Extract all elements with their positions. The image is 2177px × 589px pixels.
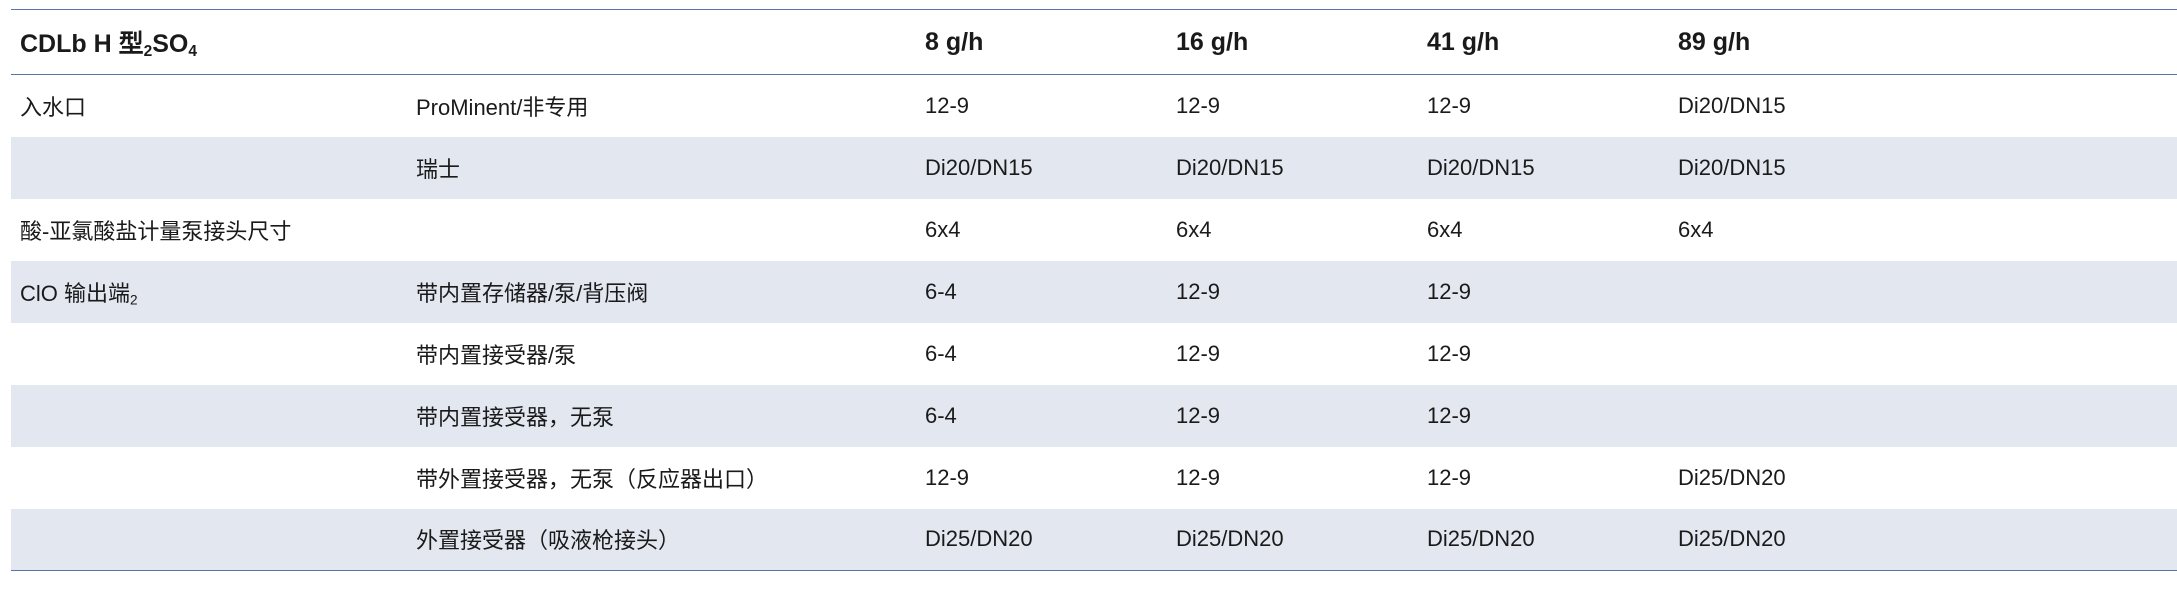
- row-sublabel: 带内置接受器，无泵: [416, 404, 615, 430]
- cell-value: [1669, 385, 2177, 447]
- spec-table: CDLb H 型2SO4 8 g/h 16 g/h 41 g/h 89 g/h …: [11, 9, 2177, 571]
- table-title-mid: SO: [152, 30, 189, 58]
- cell-value: [1669, 261, 2177, 323]
- row-label: [11, 509, 407, 571]
- row-sublabel: 带内置存储器/泵/背压阀: [416, 280, 649, 306]
- row-sublabel: 瑞士: [416, 156, 461, 182]
- cell-value: 6x4: [1427, 216, 1463, 242]
- row-label: [11, 137, 407, 199]
- cell-value: Di20/DN15: [1427, 154, 1535, 180]
- table-row: 外置接受器（吸液枪接头） Di25/DN20 Di25/DN20 Di25/DN…: [11, 508, 2177, 571]
- cell-value: 6-4: [925, 340, 957, 366]
- table-row: 酸-亚氯酸盐计量泵接头尺寸 6x4 6x4 6x4 6x4: [11, 199, 2177, 261]
- row-label: [11, 323, 407, 385]
- header-col-16gh: 16 g/h: [1176, 27, 1249, 56]
- cell-value: 12-9: [925, 464, 970, 490]
- table-title: CDLb H 型: [20, 30, 144, 58]
- cell-value: 6x4: [925, 216, 961, 242]
- cell-value: Di20/DN15: [1678, 92, 1786, 118]
- cell-value: Di20/DN15: [1176, 154, 1284, 180]
- row-sublabel: 外置接受器（吸液枪接头）: [416, 528, 681, 554]
- table-title-subscript-1: 2: [143, 42, 153, 60]
- table-row: 带内置接受器，无泵 6-4 12-9 12-9: [11, 384, 2177, 447]
- cell-value: 12-9: [1427, 340, 1472, 366]
- cell-value: Di25/DN20: [1678, 526, 1786, 552]
- row-sublabel: 带外置接受器，无泵（反应器出口）: [416, 466, 769, 492]
- cell-value: 12-9: [1176, 92, 1221, 118]
- cell-value: 6-4: [925, 278, 957, 304]
- row-label: 酸-亚氯酸盐计量泵接头尺寸: [20, 218, 292, 244]
- cell-value: 12-9: [1176, 402, 1221, 428]
- table-row: ClO 输出端2 带内置存储器/泵/背压阀 6-4 12-9 12-9: [11, 260, 2177, 323]
- cell-value: 12-9: [1176, 464, 1221, 490]
- row-label: [11, 385, 407, 447]
- table-row: 入水口 ProMinent/非专用 12-9 12-9 12-9 Di20/DN…: [11, 75, 2177, 137]
- cell-value: Di25/DN20: [1176, 526, 1284, 552]
- cell-value: 6x4: [1678, 216, 1714, 242]
- spec-table-container: CDLb H 型2SO4 8 g/h 16 g/h 41 g/h 89 g/h …: [11, 9, 2177, 571]
- cell-value: Di25/DN20: [1678, 464, 1786, 490]
- cell-value: Di25/DN20: [925, 526, 1033, 552]
- cell-value: 12-9: [1427, 402, 1472, 428]
- cell-value: Di20/DN15: [1678, 154, 1786, 180]
- cell-value: [1669, 323, 2177, 385]
- cell-value: 6-4: [925, 402, 957, 428]
- cell-value: 12-9: [1427, 92, 1472, 118]
- row-sublabel: ProMinent/非专用: [416, 94, 589, 120]
- cell-value: 12-9: [925, 92, 970, 118]
- table-header-row: CDLb H 型2SO4 8 g/h 16 g/h 41 g/h 89 g/h: [11, 9, 2177, 75]
- row-label: ClO 输出端2: [20, 280, 138, 307]
- header-col-41gh: 41 g/h: [1427, 27, 1500, 56]
- row-sublabel: [407, 199, 916, 261]
- table-title-subscript-2: 4: [188, 42, 197, 60]
- table-body: 入水口 ProMinent/非专用 12-9 12-9 12-9 Di20/DN…: [11, 75, 2177, 571]
- row-label: 入水口: [20, 94, 87, 120]
- header-col-89gh: 89 g/h: [1678, 27, 1751, 56]
- cell-value: 6x4: [1176, 216, 1212, 242]
- header-empty-cell: [407, 10, 916, 75]
- header-col-8gh: 8 g/h: [925, 27, 984, 56]
- cell-value: Di25/DN20: [1427, 526, 1535, 552]
- row-label: [11, 447, 407, 509]
- cell-value: 12-9: [1176, 278, 1221, 304]
- row-sublabel: 带内置接受器/泵: [416, 342, 577, 368]
- cell-value: 12-9: [1427, 278, 1472, 304]
- cell-value: 12-9: [1427, 464, 1472, 490]
- table-row: 带外置接受器，无泵（反应器出口） 12-9 12-9 12-9 Di25/DN2…: [11, 447, 2177, 509]
- table-title-cell: CDLb H 型2SO4: [11, 10, 407, 75]
- table-row: 带内置接受器/泵 6-4 12-9 12-9: [11, 323, 2177, 385]
- table-row: 瑞士 Di20/DN15 Di20/DN15 Di20/DN15 Di20/DN…: [11, 136, 2177, 199]
- cell-value: 12-9: [1176, 340, 1221, 366]
- cell-value: Di20/DN15: [925, 154, 1033, 180]
